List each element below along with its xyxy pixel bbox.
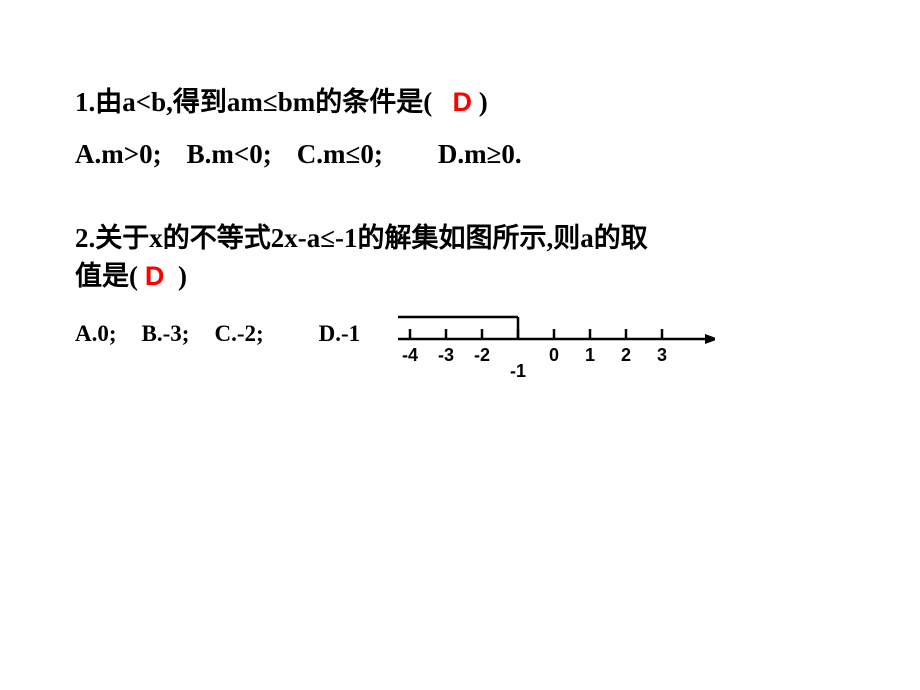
q2-answer: D — [145, 261, 165, 291]
q2-line2-prefix: 值是( — [75, 261, 138, 291]
q1-prefix: 1.由a<b,得到am≤bm的条件是( — [75, 87, 432, 117]
q1-option-c: C.m≤0; — [297, 139, 383, 169]
svg-text:-1: -1 — [510, 361, 526, 381]
q1-option-d: D.m≥0. — [438, 139, 522, 169]
svg-text:-4: -4 — [402, 345, 418, 365]
question2-options: A.0; B.-3; C.-2; D.-1 — [75, 311, 360, 347]
svg-text:2: 2 — [621, 345, 631, 365]
svg-text:-2: -2 — [474, 345, 490, 365]
q2-option-b: B.-3; — [142, 321, 190, 346]
question1-options: A.m>0; B.m<0; C.m≤0; D.m≥0. — [75, 139, 845, 170]
q2-option-c: C.-2; — [214, 321, 263, 346]
svg-text:3: 3 — [657, 345, 667, 365]
q1-option-a: A.m>0; — [75, 139, 162, 169]
q2-line2-suffix: ) — [178, 261, 187, 291]
question1-text: 1.由a<b,得到am≤bm的条件是( D ) — [75, 80, 845, 119]
number-line-diagram: -4 -3 -2 -1 0 1 2 3 — [385, 311, 715, 381]
q1-option-b: B.m<0; — [187, 139, 272, 169]
q2-option-d: D.-1 — [319, 321, 361, 346]
question2-text: 2.关于x的不等式2x-a≤-1的解集如图所示,则a的取 值是( D ) — [75, 220, 845, 296]
q1-answer: D — [452, 87, 472, 117]
q2-option-a: A.0; — [75, 321, 117, 346]
q2-line1: 2.关于x的不等式2x-a≤-1的解集如图所示,则a的取 — [75, 223, 648, 253]
svg-text:1: 1 — [585, 345, 595, 365]
svg-text:0: 0 — [549, 345, 559, 365]
svg-text:-3: -3 — [438, 345, 454, 365]
q1-suffix: ) — [479, 87, 488, 117]
